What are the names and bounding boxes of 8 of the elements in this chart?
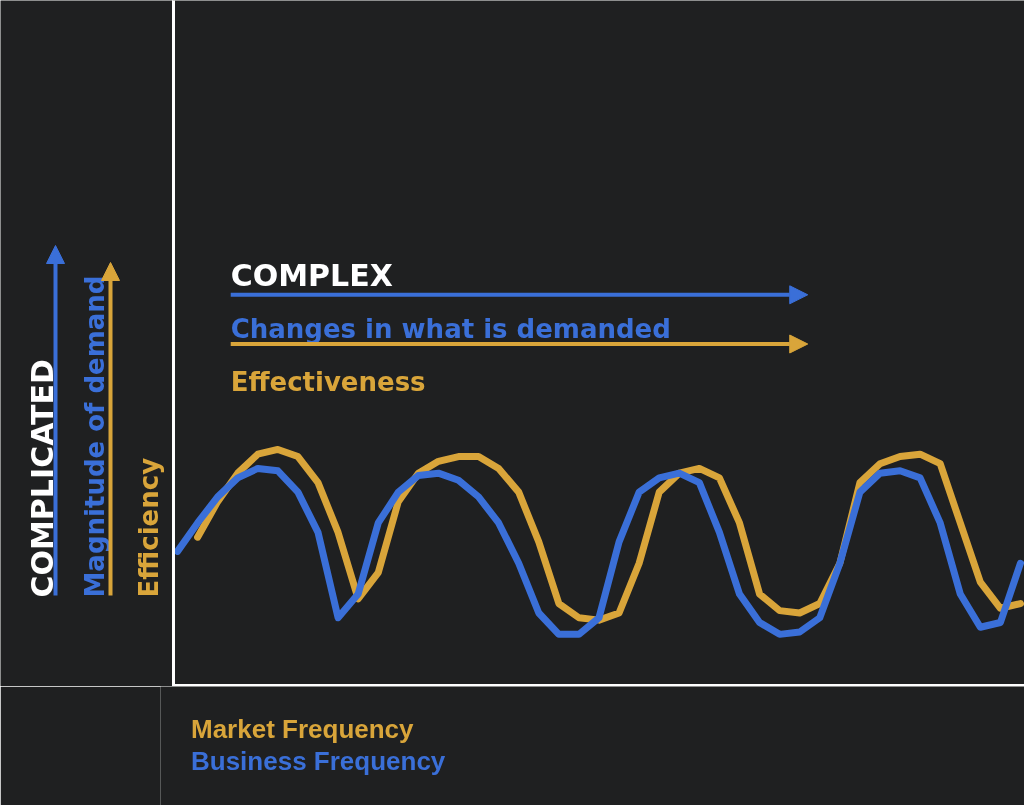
text: Effectiveness xyxy=(230,367,426,398)
text: COMPLICATED xyxy=(25,359,60,598)
text: Changes in what is demanded xyxy=(230,313,671,344)
text: COMPLEX xyxy=(230,258,393,294)
text: Magnitude of demand xyxy=(79,275,110,598)
text: Business Frequency xyxy=(191,746,446,777)
text: Efficiency xyxy=(133,457,164,598)
text: Market Frequency xyxy=(191,714,414,745)
